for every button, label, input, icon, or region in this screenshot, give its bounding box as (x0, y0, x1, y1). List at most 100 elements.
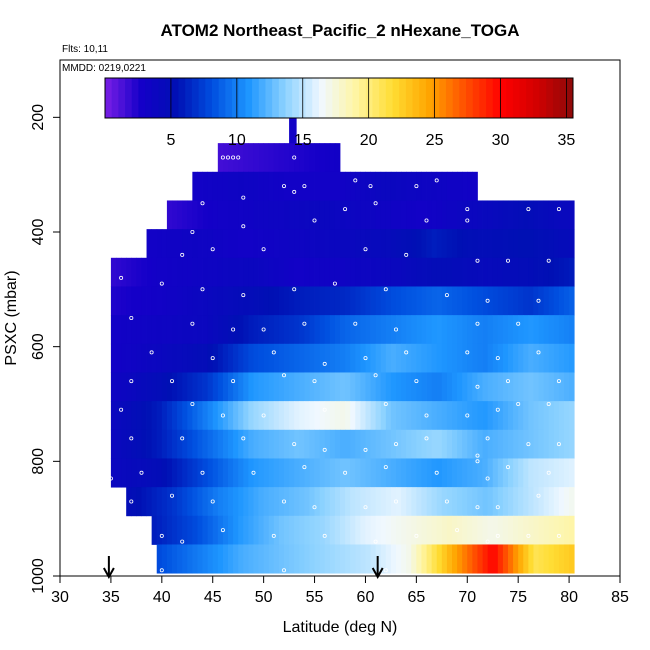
heatmap-cell (553, 401, 560, 431)
heatmap-cell (492, 343, 499, 373)
heatmap-cell (278, 429, 285, 459)
heatmap-cell (538, 343, 545, 373)
heatmap-cell (228, 458, 234, 488)
flights-label: Flts: 10,11 (62, 44, 108, 55)
heatmap-cell (166, 229, 173, 259)
sample-point (281, 499, 286, 504)
heatmap-cell (177, 286, 183, 316)
heatmap-cell (273, 487, 280, 517)
heatmap-cell (416, 544, 422, 574)
heatmap-cell (324, 401, 331, 431)
heatmap-cell (329, 458, 336, 488)
heatmap-cell (222, 515, 229, 545)
sample-point (505, 379, 510, 384)
heatmap-cell (457, 229, 463, 259)
heatmap-cell (263, 487, 270, 517)
heatmap-cell (151, 343, 158, 373)
heatmap-cell (548, 200, 555, 230)
heatmap-cell (273, 515, 280, 545)
heatmap-cell (426, 315, 433, 345)
heatmap-cell (334, 143, 341, 173)
heatmap-cell (284, 143, 290, 173)
heatmap-cell (146, 429, 153, 459)
heatmap-cell (569, 315, 575, 345)
heatmap-cell (228, 315, 234, 345)
y-axis: 200 400 600 800 1000 (30, 104, 61, 594)
heatmap-cell (533, 515, 539, 545)
heatmap-cell (533, 229, 539, 259)
heatmap-cell (340, 515, 346, 545)
heatmap-cell (543, 343, 550, 373)
heatmap-cell (289, 401, 295, 431)
heatmap-cell (564, 315, 570, 345)
sample-point (353, 321, 358, 326)
heatmap-cell (482, 458, 489, 488)
heatmap-cell (385, 171, 392, 201)
sample-point (220, 155, 225, 160)
heatmap-cell (116, 458, 122, 488)
heatmap-cell (492, 315, 499, 345)
heatmap-cell (243, 343, 249, 373)
sample-point (169, 379, 174, 384)
heatmap-cell (416, 487, 422, 517)
sample-point (444, 499, 449, 504)
heatmap-cell (518, 229, 524, 259)
heatmap-cell (299, 401, 305, 431)
heatmap-cell (187, 286, 193, 316)
sample-point (495, 407, 500, 412)
heatmap-cell (161, 257, 168, 287)
heatmap-cell (289, 171, 295, 201)
heatmap-cell (294, 143, 300, 173)
heatmap-cell (212, 257, 219, 287)
heatmap-cell (294, 229, 300, 259)
heatmap-cell (355, 286, 361, 316)
heatmap-cell (222, 372, 229, 402)
heatmap-cell (248, 200, 254, 230)
heatmap-cell (350, 229, 356, 259)
heatmap-cell (482, 286, 489, 316)
heatmap-cell (558, 458, 565, 488)
heatmap-cell (421, 401, 427, 431)
heatmap-cell (446, 171, 453, 201)
heatmap-cell (207, 487, 214, 517)
heatmap-cell (156, 315, 163, 345)
heatmap-cell (340, 429, 346, 459)
heatmap-cell (431, 515, 438, 545)
heatmap-cell (243, 286, 249, 316)
heatmap-cell (289, 515, 295, 545)
colorbar-swatch (125, 78, 133, 118)
heatmap-cell (411, 200, 417, 230)
heatmap-cell (528, 257, 534, 287)
heatmap-cell (136, 458, 142, 488)
heatmap-cell (334, 171, 341, 201)
heatmap-cell (156, 343, 163, 373)
colorbar-swatch (318, 78, 327, 118)
heatmap-cell (278, 487, 285, 517)
heatmap-cell (329, 229, 336, 259)
heatmap-cell (355, 171, 361, 201)
heatmap-cell (334, 544, 341, 574)
heatmap-cell (289, 544, 295, 574)
heatmap-cell (411, 458, 417, 488)
heatmap-cell (446, 544, 453, 574)
heatmap-cell (228, 487, 234, 517)
colorbar-swatch (178, 78, 186, 118)
heatmap-cell (334, 429, 341, 459)
heatmap-cell (284, 286, 290, 316)
heatmap-cell (166, 343, 173, 373)
heatmap-cell (278, 200, 285, 230)
heatmap-cell (436, 372, 443, 402)
heatmap-cell (533, 429, 539, 459)
heatmap-cell (177, 401, 183, 431)
heatmap-cell (217, 315, 224, 345)
heatmap-cell (126, 372, 132, 402)
heatmap-cell (243, 257, 249, 287)
heatmap-cell (538, 429, 545, 459)
heatmap-cell (289, 458, 295, 488)
heatmap-cell (319, 286, 326, 316)
heatmap-cell (401, 515, 407, 545)
heatmap-cell (233, 429, 239, 459)
heatmap-cell (177, 343, 183, 373)
x-tick-label: 70 (458, 589, 476, 606)
heatmap-cell (273, 372, 280, 402)
